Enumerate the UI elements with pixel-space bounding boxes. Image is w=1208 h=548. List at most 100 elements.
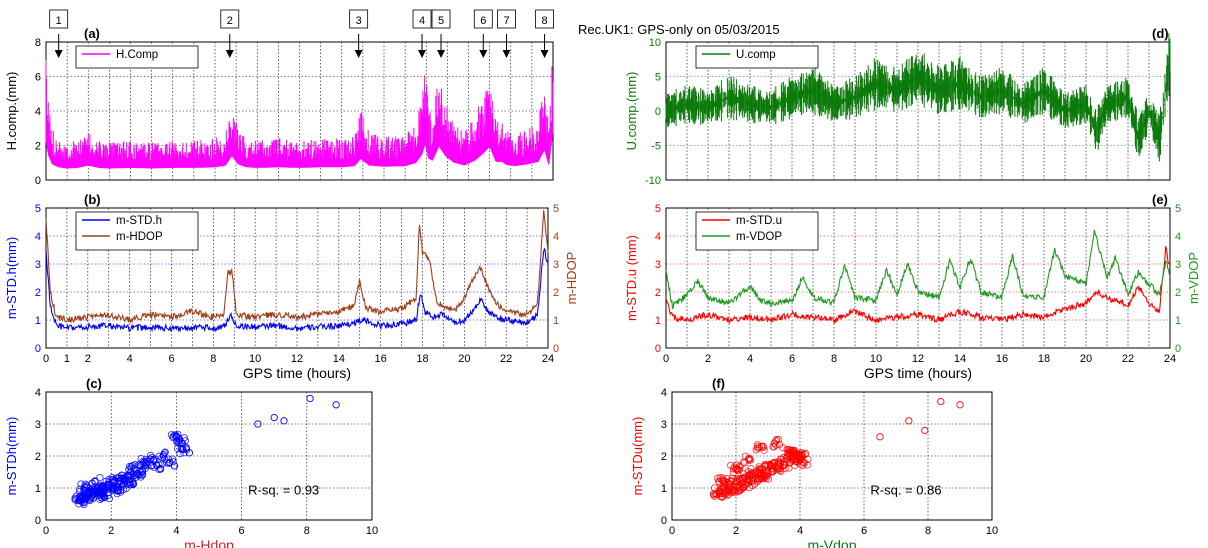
scatter-point-cloud	[756, 465, 764, 474]
scatter-point-cloud	[752, 475, 760, 483]
chart-panel-d: -10 -5 0 5 10 U.comp.(mm) (d) U.comp	[624, 26, 1171, 187]
scatter-point-cloud	[139, 457, 147, 465]
scatter-point-cloud	[760, 474, 768, 483]
y-tick-label: 2	[35, 287, 41, 299]
x-tick-label: 20	[1080, 353, 1092, 365]
scatter-point-cloud	[155, 452, 163, 460]
scatter-point-cloud	[726, 485, 735, 493]
scatter-point-cloud	[795, 450, 803, 458]
scatter-point-cloud	[727, 461, 735, 469]
x-axis-label: m-Vdop	[807, 537, 856, 548]
event-marker-label: 4	[419, 15, 425, 27]
scatter-point-cloud	[180, 449, 188, 457]
scatter-point-cloud	[126, 478, 134, 487]
y-tick-label: -10	[645, 175, 661, 187]
chart-panel-f: 0 1 2 3 4 0 2 4 6 8 10 m-STDu(mm) m-Vdop (f) R-sq. = 0…	[630, 376, 998, 548]
scatter-point	[956, 401, 964, 409]
y-tick-label: 0	[35, 343, 41, 355]
scatter-point-cloud	[731, 486, 739, 494]
y-tick-label: 0	[35, 175, 41, 187]
y-tick-label-right: 1	[553, 315, 559, 327]
scatter-point-cloud	[740, 470, 748, 478]
panel-label: (f)	[712, 376, 725, 391]
legend-entry: m-STD.h	[116, 215, 162, 227]
scatter-point	[306, 394, 314, 403]
x-tick-label: 10	[249, 353, 261, 365]
scatter-point-cloud	[766, 460, 774, 468]
scatter-point-cloud	[152, 461, 161, 469]
x-tick-label: 16	[996, 353, 1008, 365]
y-tick-label-right: 3	[553, 259, 559, 271]
x-tick-label: 22	[1122, 353, 1134, 365]
y-tick-label: 0	[35, 515, 41, 527]
scatter-point-cloud	[125, 466, 133, 474]
event-marker-arrowhead	[225, 50, 234, 58]
scatter-point-cloud	[780, 458, 788, 466]
y-tick-label: 4	[35, 387, 41, 399]
event-marker-label: 8	[541, 15, 547, 27]
x-tick-label: 4	[127, 353, 133, 365]
x-tick-label: 24	[1164, 353, 1176, 365]
scatter-point-cloud	[711, 490, 719, 498]
scatter-point-cloud	[76, 496, 84, 504]
scatter-point-cloud	[717, 493, 725, 501]
legend-box	[75, 211, 199, 251]
y-tick-label: 3	[655, 259, 661, 271]
legend-box	[75, 45, 199, 69]
scatter-point-cloud	[804, 461, 812, 469]
event-marker-label: 6	[480, 15, 486, 27]
scatter-point-cloud	[725, 490, 733, 498]
y-tick-label: 6	[35, 72, 41, 84]
y-tick-label: 3	[35, 259, 41, 271]
scatter-point-cloud	[133, 470, 142, 478]
y-tick-label-right: 3	[1175, 259, 1181, 271]
series-line-m-hdop	[45, 210, 549, 324]
x-tick-label: 4	[797, 525, 803, 537]
series-line-m-vdop	[665, 229, 1171, 310]
scatter-point	[937, 397, 945, 406]
scatter-point-cloud	[718, 486, 726, 494]
y-tick-label: 4	[655, 231, 661, 243]
scatter-point-cloud	[168, 455, 177, 463]
chart-panel-c: 0 1 2 3 4 0 2 4 6 8 10 m-STDh(mm) m-Hdop (c) R-sq. = 0…	[4, 376, 378, 548]
y-tick-label: 4	[661, 387, 667, 399]
y-tick-label: 2	[655, 287, 661, 299]
scatter-point-cloud	[175, 434, 183, 442]
scatter-point-cloud	[119, 480, 127, 488]
x-tick-label: 20	[458, 353, 470, 365]
scatter-point-cloud	[132, 471, 140, 479]
y-tick-label-right: 5	[553, 203, 559, 215]
scatter-point-cloud	[85, 494, 93, 503]
y-tick-label-right: 0	[1175, 343, 1181, 355]
scatter-point-cloud	[727, 477, 736, 485]
scatter-point-cloud	[729, 469, 737, 477]
scatter-point-cloud	[109, 482, 117, 490]
y-tick-label: 0	[655, 106, 661, 118]
event-marker-arrowhead	[437, 50, 446, 58]
event-marker-box	[220, 9, 240, 29]
x-axis-label: GPS time (hours)	[864, 365, 972, 381]
panel-label: (d)	[1152, 26, 1169, 41]
event-marker-arrowhead	[354, 50, 363, 58]
scatter-point-cloud	[745, 456, 754, 464]
legend-entry: m-HDOP	[116, 231, 163, 243]
figure-title: Rec.UK1: GPS-only on 05/03/2015	[578, 22, 780, 37]
x-tick-label: 1	[64, 353, 70, 365]
scatter-point-cloud	[90, 486, 98, 494]
scatter-point-cloud	[785, 452, 794, 460]
x-tick-label: 14	[954, 353, 966, 365]
scatter-point-cloud	[735, 481, 743, 489]
y-axis-label: U.comp.(mm)	[624, 72, 639, 151]
scatter-point-cloud	[172, 432, 181, 440]
scatter-point-cloud	[759, 443, 768, 451]
scatter-point-cloud	[761, 462, 769, 471]
x-tick-label: 10	[870, 353, 882, 365]
x-tick-label: 8	[304, 525, 310, 537]
scatter-point-cloud	[80, 483, 89, 491]
event-marker-arrowhead	[479, 50, 488, 58]
x-tick-label: 12	[912, 353, 924, 365]
scatter-point-cloud	[115, 473, 124, 481]
scatter-point	[254, 420, 262, 428]
